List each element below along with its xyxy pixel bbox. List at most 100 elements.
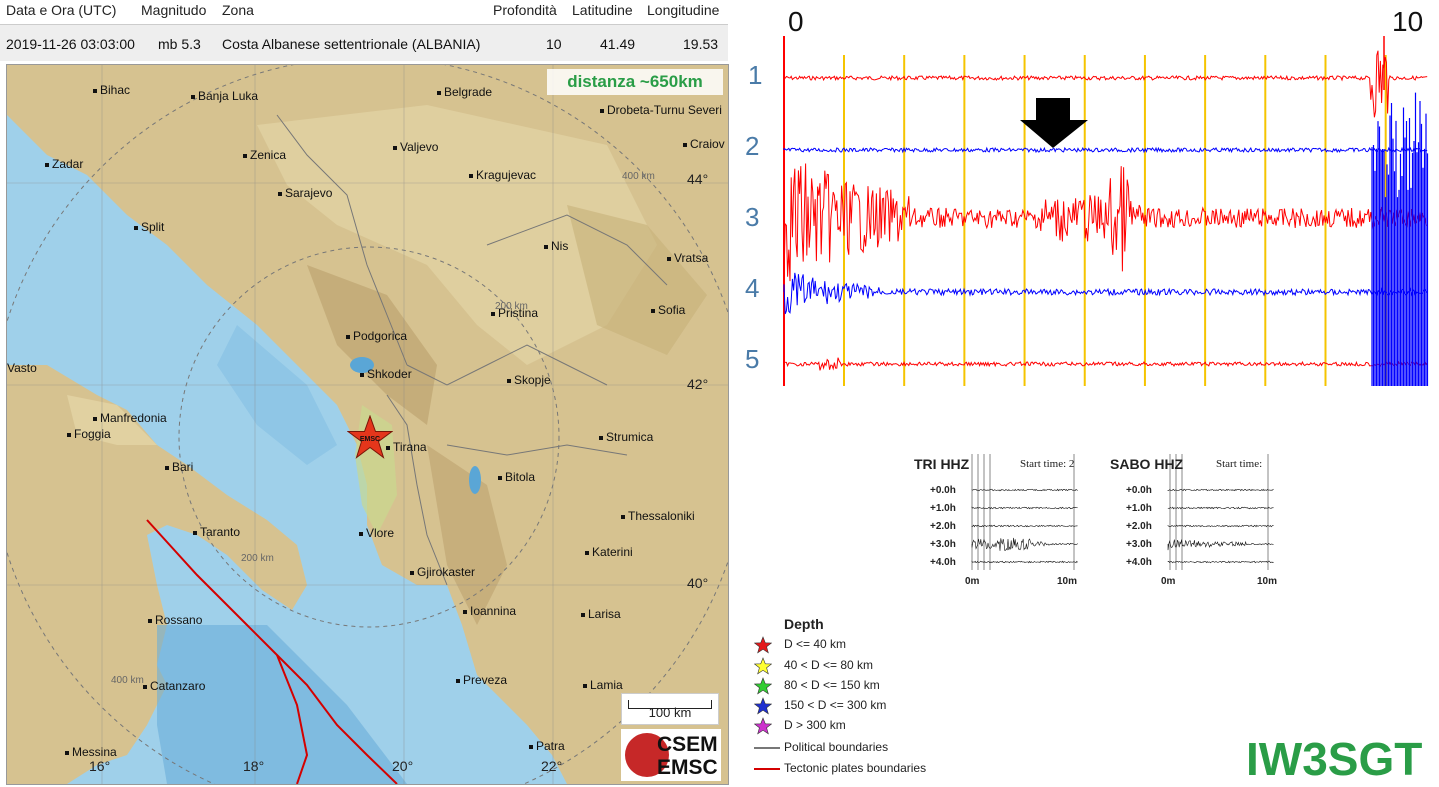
scale-label: 100 km bbox=[648, 705, 692, 720]
cell-depth: 10 bbox=[546, 36, 562, 52]
header-magnitude[interactable]: Magnitudo bbox=[141, 2, 207, 18]
city-label: Podgorica bbox=[346, 329, 407, 343]
trace-3-waveform bbox=[783, 163, 1428, 282]
trace-5-waveform bbox=[783, 357, 1428, 371]
ring-label: 200 km bbox=[241, 553, 274, 564]
city-label: Bihac bbox=[93, 83, 130, 97]
city-label: Craiov bbox=[683, 137, 725, 151]
helicorder-trace bbox=[1167, 488, 1274, 492]
trace-4-waveform bbox=[783, 272, 1428, 315]
event-table: Data e Ora (UTC) Magnitudo Zona Profondi… bbox=[0, 0, 728, 62]
epicenter-label: EMSC bbox=[360, 436, 380, 443]
city-label: Drobeta-Turnu Severi bbox=[600, 103, 722, 117]
arrow-down-icon bbox=[1020, 98, 1088, 148]
helicorder-plot bbox=[971, 454, 1078, 570]
helicorder-trace bbox=[971, 537, 1078, 551]
longitude-label: 20° bbox=[392, 758, 414, 774]
star-icon bbox=[754, 677, 772, 695]
hour-label: +3.0h bbox=[1126, 539, 1152, 550]
header-longitude[interactable]: Longitudine bbox=[647, 2, 720, 18]
latitude-label: 44° bbox=[687, 171, 709, 187]
hour-label: +0.0h bbox=[930, 485, 956, 496]
star-icon bbox=[754, 717, 772, 735]
city-label: Zenica bbox=[243, 148, 286, 162]
star-icon bbox=[754, 657, 772, 675]
table-row[interactable]: 2019-11-26 03:03:00 mb 5.3 Costa Albanes… bbox=[0, 25, 728, 61]
city-label: Messina bbox=[65, 745, 117, 759]
city-label: Valjevo bbox=[393, 140, 438, 154]
longitude-label: 16° bbox=[89, 758, 111, 774]
city-label: Catanzaro bbox=[143, 679, 205, 693]
city-label: Vratsa bbox=[667, 251, 708, 265]
line-icon bbox=[754, 747, 780, 749]
longitude-label: 22° bbox=[541, 758, 563, 774]
city-label: Pristina bbox=[491, 306, 538, 320]
trace-number: 5 bbox=[745, 344, 760, 374]
end-time-label: 10 bbox=[1392, 6, 1424, 37]
hour-label: +4.0h bbox=[1126, 557, 1152, 568]
line-icon bbox=[754, 768, 780, 770]
logo-top-text: CSEM bbox=[657, 733, 718, 756]
city-label: Patra bbox=[529, 739, 565, 753]
helicorder-trace bbox=[1167, 506, 1274, 510]
helicorder-trace bbox=[971, 560, 1078, 564]
cell-zone: Costa Albanese settentrionale (ALBANIA) bbox=[222, 36, 481, 52]
header-latitude[interactable]: Latitudine bbox=[572, 2, 633, 18]
ring-label: 400 km bbox=[622, 171, 655, 182]
cell-magnitude: mb 5.3 bbox=[158, 36, 201, 52]
logo-bottom-text: EMSC bbox=[657, 756, 718, 779]
city-label: Rossano bbox=[148, 613, 202, 627]
helicorder-tri[interactable]: TRI HHZ Start time: 2 +0.0h +1.0h +2.0h … bbox=[914, 452, 1114, 592]
helicorder-trace bbox=[1167, 560, 1274, 564]
city-label: Preveza bbox=[456, 673, 507, 687]
cell-datetime: 2019-11-26 03:03:00 bbox=[6, 36, 135, 52]
city-label: Sarajevo bbox=[278, 186, 332, 200]
helicorder-start-time: Start time: bbox=[1216, 458, 1263, 470]
distance-label: distanza ~650km bbox=[547, 69, 723, 95]
header-datetime[interactable]: Data e Ora (UTC) bbox=[6, 2, 117, 18]
longitude-label: 18° bbox=[243, 758, 265, 774]
x-end-label: 10m bbox=[1257, 576, 1278, 587]
city-label: Vasto bbox=[7, 361, 37, 375]
x-start-label: 0m bbox=[1161, 576, 1176, 587]
logo-globe-icon bbox=[625, 733, 669, 777]
helicorder-title: TRI HHZ bbox=[914, 456, 970, 472]
city-label: Manfredonia bbox=[93, 411, 167, 425]
helicorder-sabo[interactable]: SABO HHZ Start time: +0.0h +1.0h +2.0h +… bbox=[1110, 452, 1310, 592]
hour-label: +4.0h bbox=[930, 557, 956, 568]
city-label: Vlore bbox=[359, 526, 394, 540]
latitude-label: 40° bbox=[687, 575, 709, 591]
city-label: Larisa bbox=[581, 607, 621, 621]
helicorder-trace bbox=[971, 506, 1078, 510]
scale-bar: 100 km bbox=[621, 693, 719, 725]
x-start-label: 0m bbox=[965, 576, 980, 587]
hour-label: +1.0h bbox=[1126, 503, 1152, 514]
hour-label: +2.0h bbox=[930, 521, 956, 532]
legend-title: Depth bbox=[784, 616, 824, 632]
header-depth[interactable]: Profondità bbox=[493, 2, 557, 18]
city-label: Bitola bbox=[498, 470, 535, 484]
depth-legend: Depth D <= 40 km 40 < D <= 80 km 80 < D … bbox=[750, 616, 990, 786]
seismogram-plot[interactable] bbox=[740, 0, 1439, 395]
emsc-logo[interactable]: CSEM EMSC bbox=[621, 729, 721, 781]
city-label: Foggia bbox=[67, 427, 111, 441]
x-end-label: 10m bbox=[1057, 576, 1078, 587]
epicenter-map[interactable]: Bihac Banja Luka Belgrade Drobeta-Turnu … bbox=[6, 64, 729, 785]
header-zone[interactable]: Zona bbox=[222, 2, 254, 18]
helicorder-start-time: Start time: 2 bbox=[1020, 458, 1075, 470]
city-label: Lamia bbox=[583, 678, 623, 692]
trace-1-waveform bbox=[783, 50, 1428, 118]
helicorder-trace bbox=[1167, 539, 1274, 551]
trace-number: 4 bbox=[745, 273, 760, 303]
city-label: Katerini bbox=[585, 545, 633, 559]
helicorder-trace bbox=[1167, 524, 1274, 528]
city-label: Thessaloniki bbox=[621, 509, 695, 523]
trace-number: 3 bbox=[745, 202, 760, 232]
city-label: Kragujevac bbox=[469, 168, 536, 182]
trace-number: 1 bbox=[748, 60, 763, 90]
city-label: Skopje bbox=[507, 373, 551, 387]
city-label: Strumica bbox=[599, 430, 653, 444]
star-icon bbox=[754, 636, 772, 654]
hour-label: +3.0h bbox=[930, 539, 956, 550]
cell-latitude: 41.49 bbox=[600, 36, 636, 52]
